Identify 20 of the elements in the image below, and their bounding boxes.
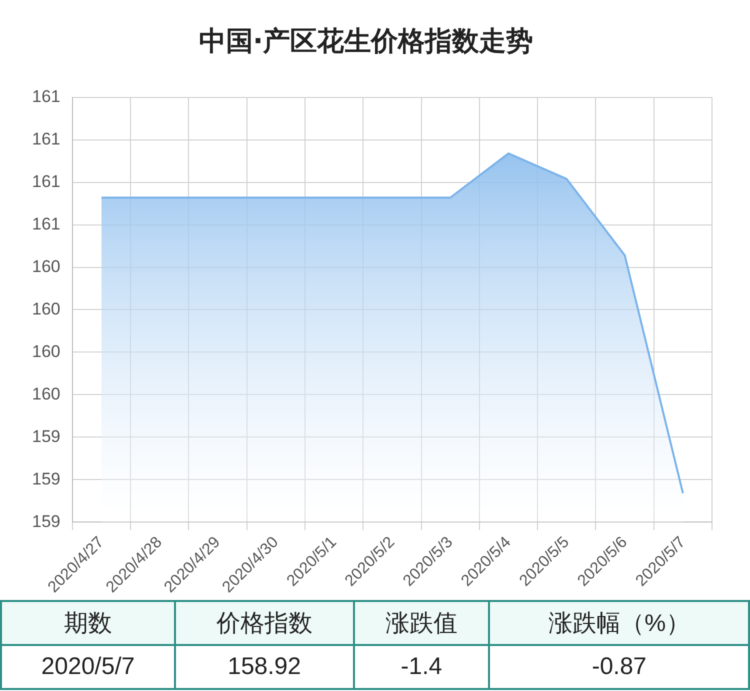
y-tick-label: 159 [32,469,60,488]
text: -0.87 [489,645,749,689]
y-tick-label: 159 [32,512,60,531]
y-tick-label: 161 [32,172,60,192]
y-tick-label: 160 [32,256,60,276]
y-tick-label: 161 [32,87,60,106]
y-tick-label: 161 [32,214,60,234]
text: 2020/5/7 [1,645,175,689]
y-tick-label: 160 [32,384,60,404]
y-tick-label: 160 [32,299,60,318]
y-tick-label: 160 [32,342,60,361]
text: 价格指数 [175,601,354,645]
y-tick-label: 161 [32,130,60,149]
text: 158.92 [175,645,354,689]
y-tick-label: 159 [32,426,60,446]
text: 涨跌值 [354,601,490,645]
text: 期数 [1,601,175,645]
text: -1.4 [354,645,490,689]
text: 涨跌幅（%） [489,601,749,645]
chart-title: 中国·产区花生价格指数走势 [198,26,534,58]
